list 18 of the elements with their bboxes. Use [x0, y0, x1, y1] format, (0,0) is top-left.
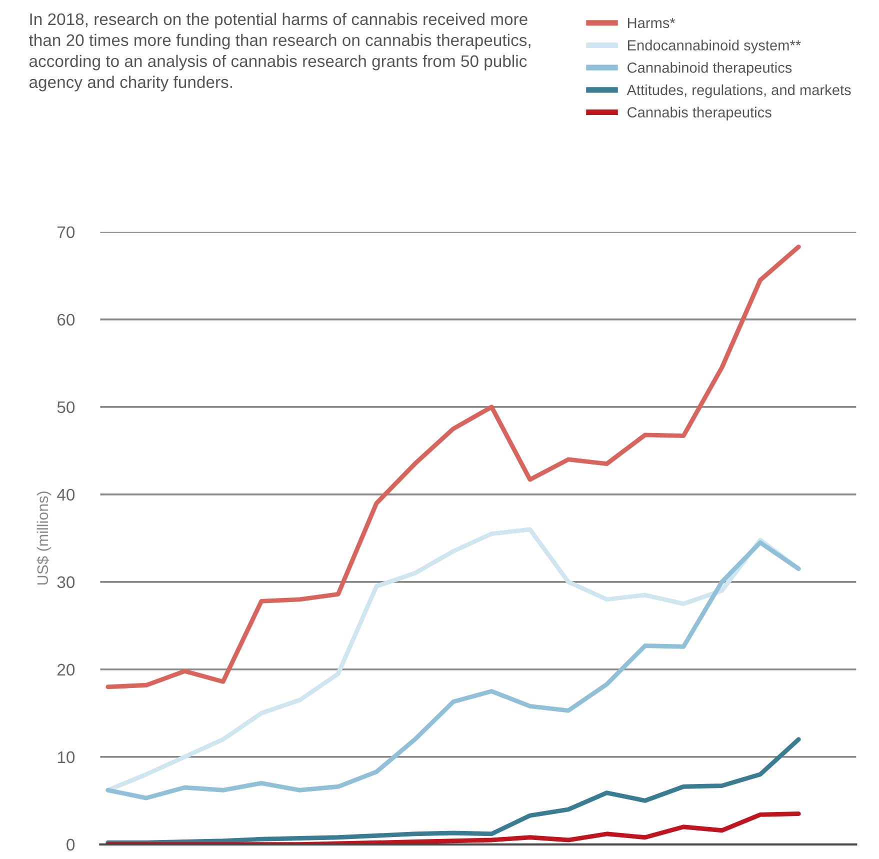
legend-label: Endocannabinoid system** [628, 40, 801, 54]
chart-subtitle: In 2018, research on the potential harms of cannabis received more than 20 times more funding than research on cannabis therapeutics, according to an analysis of cannabis research grants from 50 public agency and charity funders. [29, 12, 530, 92]
legend-label: Cannabis therapeutics [628, 106, 772, 120]
line-series [106, 737, 801, 844]
y-tick-label: 60 [58, 314, 75, 326]
y-tick-label: 10 [58, 751, 75, 764]
y-tick-label: 70 [58, 226, 75, 238]
legend-label: Cannabinoid therapeutics [628, 62, 792, 76]
y-tick-label: 30 [57, 576, 75, 588]
y-tick-label: 50 [57, 401, 75, 414]
line-series [106, 244, 801, 690]
legend-label: Attitudes, regulations, and markets [626, 84, 851, 98]
y-tick-label: 20 [58, 664, 75, 676]
y-tick-label: 0 [66, 838, 75, 851]
y-tick-label: 40 [57, 488, 75, 501]
line-series [106, 812, 801, 844]
legend-label: Harms* [628, 18, 676, 28]
y-axis-title: US$ (millions) [36, 492, 52, 585]
